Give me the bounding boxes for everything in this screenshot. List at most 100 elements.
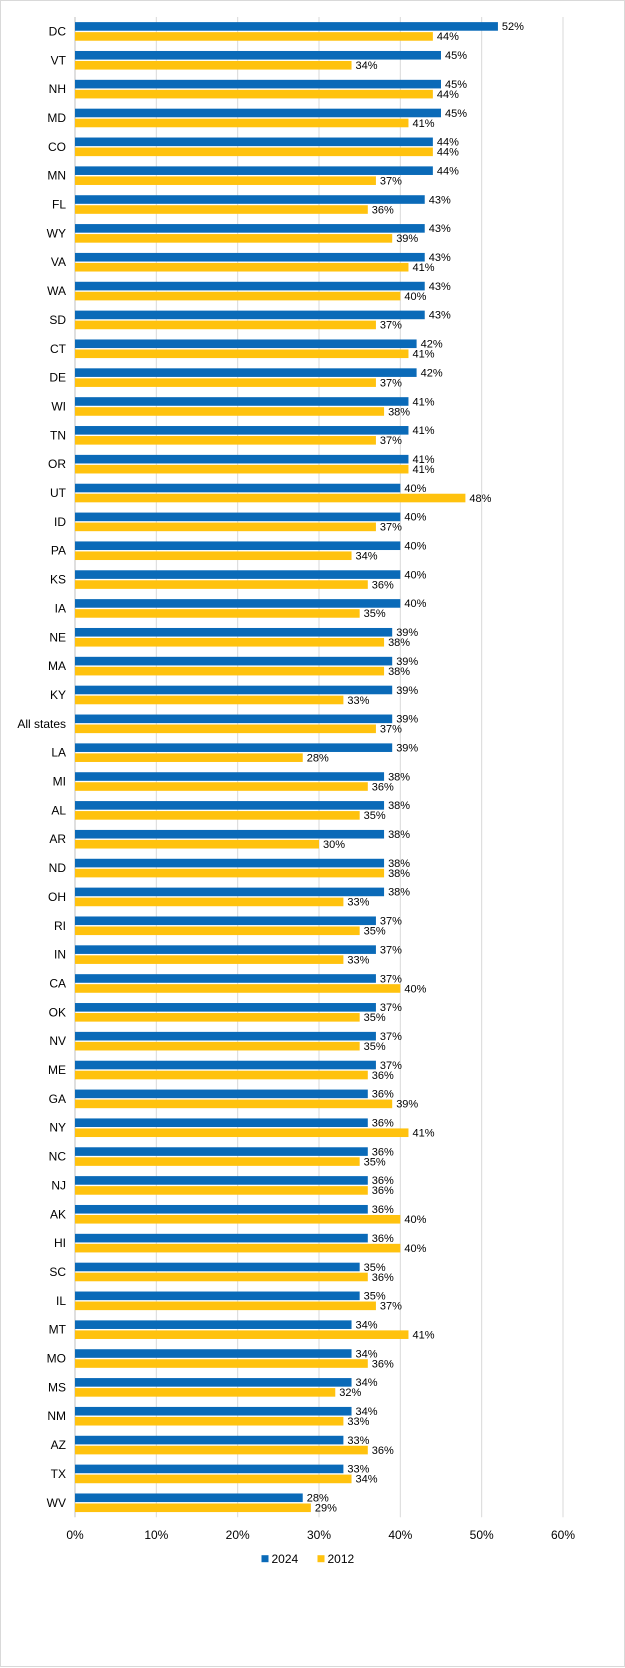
data-label-2012: 39% [396, 233, 418, 245]
bar-2024-ok [75, 1003, 376, 1012]
bar-2012-id [75, 522, 376, 532]
legend-label-2012: 2012 [328, 1552, 355, 1566]
data-label-2012: 40% [404, 1214, 426, 1226]
data-label-2024: 36% [372, 1146, 394, 1158]
bar-2012-wy [75, 234, 393, 243]
data-label-2012: 35% [364, 1041, 386, 1053]
data-label-2012: 30% [323, 839, 345, 851]
bar-2024-nv [75, 1031, 376, 1041]
bar-2012-or [75, 464, 409, 474]
data-label-2012: 37% [380, 175, 402, 187]
data-label-2024: 36% [372, 1175, 394, 1187]
data-label-2012: 35% [364, 926, 386, 938]
data-label-2012: 38% [388, 406, 410, 418]
bar-2024-ar [75, 829, 385, 839]
category-label: MD [47, 111, 66, 125]
data-label-2024: 44% [437, 137, 459, 149]
category-label: HI [54, 1236, 66, 1250]
data-label-2012: 38% [388, 637, 410, 649]
category-label: CT [50, 342, 67, 356]
bar-2012-al [75, 811, 360, 820]
data-label-2012: 35% [364, 810, 386, 822]
value-axis: 0% 10% 20% 30% 40% 50% 60% [66, 1528, 575, 1542]
data-label-2012: 36% [372, 1272, 394, 1284]
bar-2012-in [75, 955, 344, 964]
category-label: OR [48, 457, 66, 471]
data-label-2024: 34% [356, 1406, 378, 1418]
bar-2024-or [75, 454, 409, 464]
data-label-2024: 35% [364, 1291, 386, 1303]
data-label-2012: 33% [347, 1416, 369, 1428]
bar-2012-ri [75, 926, 360, 936]
bar-2024-la [75, 743, 393, 752]
data-label-2012: 44% [437, 31, 459, 43]
bar-2024-ct [75, 339, 417, 349]
category-label: TX [51, 1467, 66, 1481]
bar-2012-ga [75, 1099, 393, 1109]
bar-2012-ak [75, 1214, 401, 1224]
bar-2012-ks [75, 580, 368, 589]
bar-2024-md [75, 108, 441, 118]
bar-2012-fl [75, 205, 368, 214]
bar-2024-de [75, 368, 417, 377]
data-label-2012: 37% [380, 320, 402, 332]
bar-2012-md [75, 118, 409, 128]
category-label: GA [49, 1092, 66, 1106]
category-label: MI [53, 775, 66, 789]
data-label-2012: 37% [380, 522, 402, 534]
x-tick-label: 40% [388, 1528, 412, 1542]
data-label-2012: 41% [412, 262, 434, 274]
bars [75, 22, 498, 1513]
data-label-2012: 37% [380, 724, 402, 736]
data-label-2024: 39% [396, 714, 418, 726]
bar-2024-co [75, 137, 433, 147]
bar-2012-ia [75, 609, 360, 618]
bar-2012-tn [75, 436, 376, 445]
bar-2024-mt [75, 1320, 352, 1329]
data-label-2012: 32% [339, 1387, 361, 1399]
bar-2024-all-states [75, 714, 393, 724]
data-label-2024: 40% [404, 541, 426, 553]
category-label: KS [50, 573, 66, 587]
data-label-2024: 33% [347, 1435, 369, 1447]
bar-2024-al [75, 801, 385, 810]
data-label-2024: 45% [445, 108, 467, 120]
bar-2012-ut [75, 493, 466, 503]
bar-2024-ne [75, 627, 393, 637]
category-label: WI [51, 399, 66, 413]
bar-2012-sd [75, 320, 376, 330]
bar-2024-vt [75, 50, 441, 60]
data-label-2012: 38% [388, 666, 410, 678]
bar-2024-wi [75, 397, 409, 406]
category-label: LA [51, 746, 66, 760]
category-label: IL [56, 1294, 66, 1308]
data-labels: 52%44%45%34%45%44%45%41%44%44%44%37%43%3… [307, 21, 524, 1514]
data-label-2012: 37% [380, 377, 402, 389]
data-label-2012: 39% [396, 1099, 418, 1111]
bar-2012-vt [75, 60, 352, 70]
bar-2024-mn [75, 166, 433, 175]
category-label: NJ [51, 1178, 66, 1192]
bar-2024-ma [75, 656, 393, 666]
data-label-2024: 41% [412, 454, 434, 466]
data-label-2012: 33% [347, 897, 369, 909]
data-label-2012: 36% [372, 579, 394, 591]
legend-swatch-2012 [317, 1555, 325, 1563]
data-label-2012: 35% [364, 1156, 386, 1168]
data-label-2024: 43% [429, 252, 451, 264]
bar-2012-co [75, 147, 433, 157]
bar-2024-hi [75, 1233, 368, 1243]
bar-2024-nm [75, 1406, 352, 1416]
bar-2012-dc [75, 32, 433, 41]
data-label-2012: 37% [380, 435, 402, 447]
data-label-2024: 36% [372, 1204, 394, 1216]
bar-2012-nm [75, 1416, 344, 1426]
bar-2024-ak [75, 1204, 368, 1214]
data-label-2012: 41% [412, 1128, 434, 1140]
bar-2024-fl [75, 195, 425, 204]
data-label-2024: 37% [380, 973, 402, 985]
category-label: OK [49, 1005, 66, 1019]
bar-2012-va [75, 262, 409, 272]
data-label-2024: 43% [429, 281, 451, 293]
